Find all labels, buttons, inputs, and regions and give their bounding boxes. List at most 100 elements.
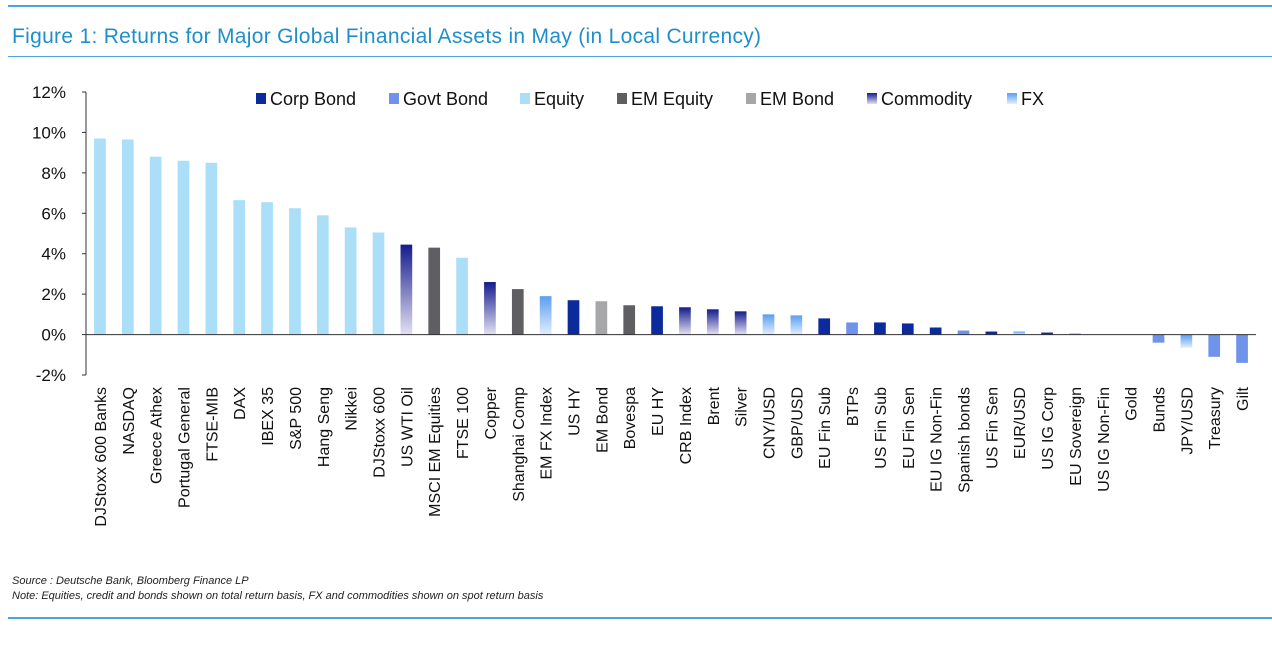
- bar-cny-usd: [762, 314, 775, 335]
- legend-label-corp-bond: Corp Bond: [270, 89, 356, 109]
- x-tick-label: EU IG Non-Fin: [929, 387, 946, 492]
- x-tick-label: Brent: [706, 386, 723, 425]
- bar-eu-fin-sen: [901, 323, 914, 335]
- legend-label-govt-bond: Govt Bond: [403, 89, 488, 109]
- bottom-rule: [8, 617, 1272, 619]
- x-tick-label: FTSE 100: [455, 387, 472, 459]
- bar-crb-index: [679, 307, 691, 335]
- bar-msci-em-equities: [428, 247, 441, 335]
- legend-label-em-equity: EM Equity: [631, 89, 713, 109]
- bar-eu-sovereign: [1069, 333, 1081, 335]
- bar-chart: 12% 10% 8% 6% 4% 2% 0% -2% DJStoxx 600 Banks NAS…: [32, 83, 1256, 527]
- x-tick-label: Gilt: [1235, 386, 1252, 411]
- y-tick-label: 12%: [32, 83, 66, 102]
- x-tick-label: CNY/USD: [762, 387, 779, 459]
- x-tick-label: BTPs: [845, 387, 862, 426]
- bar-dax: [233, 200, 246, 335]
- y-tick-label: 6%: [41, 204, 66, 223]
- source-text: Source : Deutsche Bank, Bloomberg Financ…: [12, 575, 249, 587]
- x-tick-label: Shanghai Comp: [511, 387, 528, 502]
- x-tick-label: Bovespa: [622, 387, 639, 449]
- x-tick-label: DJStoxx 600 Banks: [93, 387, 110, 527]
- x-tick-label: EU Fin Sen: [901, 387, 918, 469]
- legend-label-em-bond: EM Bond: [760, 89, 834, 109]
- bar-spanish-bonds: [957, 330, 970, 335]
- bar-ftse-mib: [205, 162, 218, 335]
- y-tick-label: 2%: [41, 285, 66, 304]
- figure-title: Figure 1: Returns for Major Global Finan…: [12, 25, 762, 48]
- source-note: Source : Deutsche Bank, Bloomberg Financ…: [12, 574, 543, 604]
- x-tick-label: EM Bond: [594, 387, 611, 453]
- y-tick-label: 4%: [41, 245, 66, 264]
- bar-em-bond: [595, 301, 608, 335]
- bar-portugal-general: [177, 160, 190, 335]
- legend-swatch-fx: [1007, 93, 1017, 104]
- bar-btps: [846, 322, 858, 335]
- x-tick-label: EUR/USD: [1012, 387, 1029, 459]
- x-tick-label: US WTI Oil: [399, 387, 416, 467]
- legend-swatch-govt-bond: [389, 93, 399, 104]
- bar-us-fin-sub: [874, 322, 886, 335]
- top-rule: [8, 5, 1272, 7]
- bar-eu-fin-sub: [818, 318, 831, 335]
- legend-label-commodity: Commodity: [881, 89, 972, 109]
- legend-label-fx: FX: [1021, 89, 1044, 109]
- title-rule: [8, 56, 1272, 57]
- x-tick-label: US HY: [567, 387, 584, 436]
- bar-bovespa: [623, 305, 636, 335]
- x-tick-label: DJStoxx 600: [372, 387, 389, 478]
- bar-eu-ig-non-fin: [929, 327, 942, 335]
- x-tick-label: Treasury: [1207, 387, 1224, 450]
- x-tick-label: Nikkei: [344, 387, 361, 431]
- legend-swatch-equity: [520, 93, 530, 104]
- x-tick-label: EU Fin Sub: [817, 387, 834, 469]
- bars: [94, 138, 1248, 363]
- x-tick-label: DAX: [232, 387, 249, 420]
- x-tick-label: Bunds: [1152, 387, 1169, 432]
- x-tick-label: MSCI EM Equities: [427, 387, 444, 517]
- bar-djstoxx-600: [372, 232, 385, 335]
- bar-shanghai-comp: [511, 289, 524, 335]
- y-tick-label: -2%: [36, 366, 66, 385]
- x-tick-label: Hang Seng: [316, 387, 333, 467]
- bar-gilt: [1236, 334, 1248, 363]
- legend: Corp Bond Govt Bond Equity EM Equity EM Bond…: [256, 89, 1044, 109]
- legend-swatch-commodity: [867, 93, 877, 104]
- bar-treasury: [1208, 334, 1221, 357]
- bar-us-ig-corp: [1041, 332, 1053, 335]
- bar-nikkei: [344, 227, 357, 335]
- x-tick-label: US IG Non-Fin: [1096, 387, 1113, 492]
- bar-ftse-100: [456, 257, 468, 335]
- bar-eur-usd: [1013, 331, 1026, 335]
- x-tick-label: Spanish bonds: [957, 387, 974, 493]
- bar-bunds: [1152, 334, 1165, 343]
- bar-silver: [734, 311, 747, 335]
- bar-hang-seng: [316, 215, 329, 335]
- x-tick-label: Gold: [1124, 387, 1141, 421]
- bar-ibex-35: [261, 202, 273, 335]
- bar-jpy-usd: [1180, 334, 1193, 348]
- x-tick-label: IBEX 35: [260, 387, 277, 446]
- y-tick-label: 0%: [41, 326, 66, 345]
- x-tick-label: CRB Index: [678, 387, 695, 464]
- bar-eu-hy: [651, 306, 663, 335]
- x-tick-label: EM FX Index: [539, 387, 556, 479]
- bar-us-wti-oil: [400, 244, 413, 335]
- legend-swatch-em-bond: [746, 93, 756, 104]
- x-tick-label: Silver: [734, 386, 751, 427]
- bar-brent: [706, 309, 719, 335]
- bar-s-p-500: [289, 208, 301, 335]
- x-tick-label: FTSE-MIB: [204, 387, 221, 462]
- x-tick-label: EU HY: [650, 387, 667, 436]
- x-tick-label: US IG Corp: [1040, 387, 1057, 470]
- bar-em-fx-index: [539, 296, 552, 335]
- x-tick-label: GBP/USD: [789, 387, 806, 459]
- bar-copper: [484, 282, 496, 335]
- bar-djstoxx-600-banks: [94, 138, 106, 335]
- y-axis: 12% 10% 8% 6% 4% 2% 0% -2%: [32, 83, 87, 385]
- y-tick-label: 10%: [32, 123, 66, 142]
- x-tick-label: US Fin Sub: [873, 387, 890, 469]
- x-tick-label: NASDAQ: [121, 387, 138, 455]
- x-tick-label: S&P 500: [288, 387, 305, 450]
- x-tick-label: Greece Athex: [149, 387, 166, 484]
